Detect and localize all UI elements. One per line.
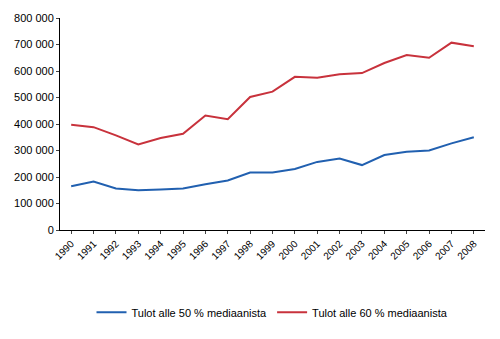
svg-text:2007: 2007 — [433, 238, 457, 262]
svg-text:0: 0 — [48, 224, 54, 236]
svg-text:800 000: 800 000 — [14, 12, 54, 24]
svg-text:2004: 2004 — [366, 238, 390, 262]
svg-text:2006: 2006 — [411, 238, 435, 262]
svg-text:2000: 2000 — [276, 238, 300, 262]
svg-text:400 000: 400 000 — [14, 118, 54, 130]
svg-text:1991: 1991 — [75, 238, 99, 262]
svg-text:1995: 1995 — [164, 238, 188, 262]
svg-text:1992: 1992 — [97, 238, 121, 262]
svg-text:1993: 1993 — [120, 238, 144, 262]
svg-text:300 000: 300 000 — [14, 144, 54, 156]
svg-text:100 000: 100 000 — [14, 197, 54, 209]
svg-text:600 000: 600 000 — [14, 65, 54, 77]
svg-text:Tulot alle 50 % mediaanista: Tulot alle 50 % mediaanista — [132, 307, 268, 319]
svg-text:2001: 2001 — [299, 238, 323, 262]
svg-text:1999: 1999 — [254, 238, 278, 262]
svg-text:Tulot alle 60 % mediaanista: Tulot alle 60 % mediaanista — [312, 307, 448, 319]
svg-text:1994: 1994 — [142, 238, 166, 262]
svg-text:1990: 1990 — [53, 238, 77, 262]
svg-text:2005: 2005 — [388, 238, 412, 262]
svg-text:200 000: 200 000 — [14, 171, 54, 183]
svg-text:1997: 1997 — [209, 238, 233, 262]
svg-text:700 000: 700 000 — [14, 38, 54, 50]
svg-text:500 000: 500 000 — [14, 91, 54, 103]
svg-text:2008: 2008 — [455, 238, 479, 262]
svg-text:1996: 1996 — [187, 238, 211, 262]
svg-text:2002: 2002 — [321, 238, 345, 262]
svg-text:1998: 1998 — [232, 238, 256, 262]
svg-text:2003: 2003 — [343, 238, 367, 262]
